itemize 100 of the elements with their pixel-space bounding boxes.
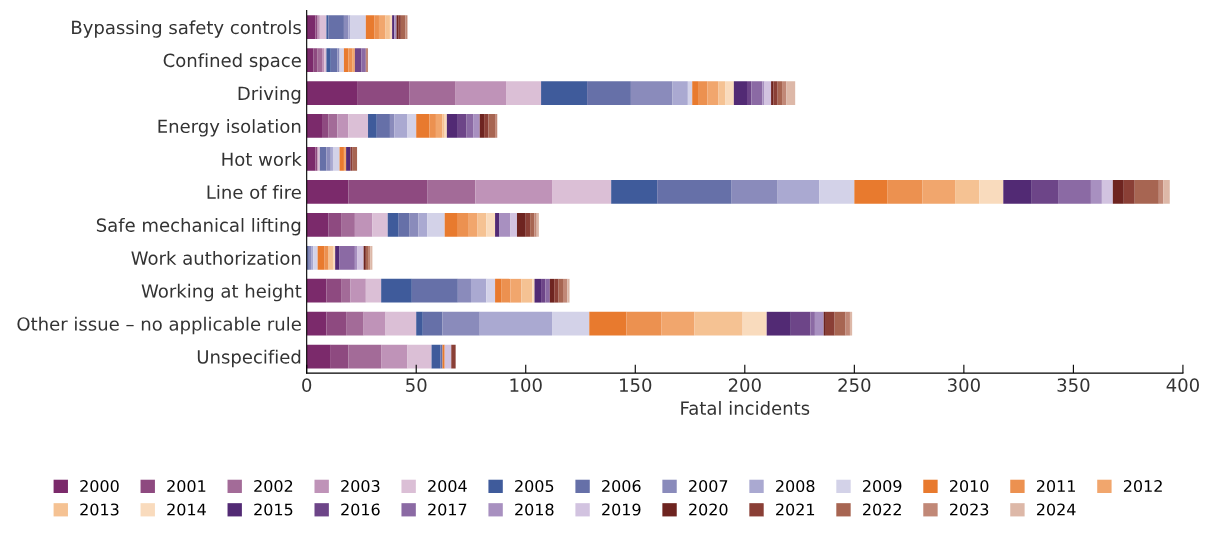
bar bbox=[348, 15, 351, 39]
bar bbox=[313, 48, 318, 72]
legend-label: 2016 bbox=[341, 503, 380, 516]
bar bbox=[354, 212, 373, 237]
legend-label: 2023 bbox=[950, 503, 989, 516]
bar bbox=[495, 114, 498, 138]
bar bbox=[541, 81, 588, 105]
bar bbox=[363, 311, 386, 336]
bar bbox=[475, 180, 553, 204]
bar bbox=[470, 278, 487, 303]
x-tick-label: 0 bbox=[302, 378, 312, 392]
y-tick-label: Work authorization bbox=[131, 250, 301, 265]
bar bbox=[1112, 180, 1124, 204]
bar bbox=[777, 180, 820, 204]
bar bbox=[1158, 180, 1164, 204]
bar bbox=[834, 311, 846, 336]
bar bbox=[525, 212, 531, 237]
bar bbox=[352, 48, 355, 72]
bar bbox=[442, 311, 480, 336]
bar bbox=[521, 278, 533, 303]
bar bbox=[773, 81, 778, 105]
bar bbox=[317, 245, 325, 270]
bar bbox=[692, 81, 699, 105]
bar bbox=[319, 15, 327, 39]
bar bbox=[339, 245, 355, 270]
bar bbox=[350, 147, 353, 171]
bar bbox=[814, 311, 824, 336]
bar bbox=[777, 81, 783, 105]
bar bbox=[477, 212, 487, 237]
bar bbox=[552, 311, 590, 336]
bar bbox=[733, 81, 747, 105]
x-tick-label: 250 bbox=[838, 378, 871, 392]
bar bbox=[330, 48, 338, 72]
bar bbox=[365, 15, 375, 39]
bar bbox=[849, 311, 853, 336]
bar bbox=[389, 114, 395, 138]
legend-label: 2006 bbox=[602, 480, 641, 493]
bar bbox=[409, 212, 419, 237]
bar bbox=[718, 81, 726, 105]
bar bbox=[332, 147, 340, 171]
bar bbox=[322, 114, 329, 138]
bar bbox=[506, 81, 542, 105]
bar bbox=[343, 147, 347, 171]
bar bbox=[306, 114, 323, 138]
bar bbox=[549, 278, 555, 303]
bar bbox=[562, 278, 568, 303]
bar bbox=[516, 212, 526, 237]
bar bbox=[354, 245, 358, 270]
bar bbox=[455, 81, 507, 105]
bar bbox=[339, 147, 344, 171]
bar bbox=[1101, 180, 1113, 204]
bar bbox=[326, 278, 342, 303]
x-tick-label: 350 bbox=[1057, 378, 1090, 392]
bar bbox=[823, 311, 826, 336]
bar bbox=[661, 311, 695, 336]
bar bbox=[725, 81, 734, 105]
bar bbox=[319, 147, 327, 171]
bar bbox=[1058, 180, 1091, 204]
bar bbox=[486, 212, 496, 237]
bar bbox=[510, 278, 522, 303]
bar bbox=[407, 344, 432, 369]
y-tick-label: Bypassing safety controls bbox=[72, 20, 301, 38]
bar bbox=[771, 81, 774, 105]
x-tick-label: 150 bbox=[620, 378, 652, 392]
bar bbox=[306, 15, 316, 39]
bar bbox=[887, 180, 923, 204]
legend-label: 2010 bbox=[950, 480, 989, 493]
bar bbox=[698, 81, 708, 105]
x-tick-label: 200 bbox=[728, 378, 761, 392]
bar bbox=[306, 311, 327, 336]
bar bbox=[429, 114, 436, 138]
bar bbox=[534, 278, 542, 303]
legend-label: 2007 bbox=[689, 480, 728, 493]
bar bbox=[764, 81, 772, 105]
bar bbox=[348, 180, 428, 204]
bar bbox=[694, 311, 743, 336]
bar bbox=[354, 48, 362, 72]
bar bbox=[626, 311, 662, 336]
legend-label: 2013 bbox=[80, 503, 119, 516]
bar bbox=[352, 147, 358, 171]
legend-label: 2021 bbox=[776, 503, 815, 516]
legend-label: 2001 bbox=[167, 480, 206, 493]
bar bbox=[552, 180, 612, 204]
bar bbox=[501, 278, 511, 303]
legend-label: 2005 bbox=[515, 480, 554, 493]
bar bbox=[341, 212, 355, 237]
legend-label: 2003 bbox=[341, 480, 380, 493]
bar bbox=[495, 212, 500, 237]
bar bbox=[687, 81, 693, 105]
bar bbox=[672, 81, 688, 105]
bar bbox=[786, 81, 796, 105]
bar bbox=[306, 278, 327, 303]
bar bbox=[707, 81, 719, 105]
legend-label: 2024 bbox=[1036, 503, 1076, 516]
bar bbox=[409, 81, 456, 105]
bar bbox=[326, 48, 331, 72]
bar bbox=[466, 114, 474, 138]
bar bbox=[365, 48, 369, 72]
bar bbox=[346, 311, 364, 336]
legend-label: 2015 bbox=[254, 503, 293, 516]
